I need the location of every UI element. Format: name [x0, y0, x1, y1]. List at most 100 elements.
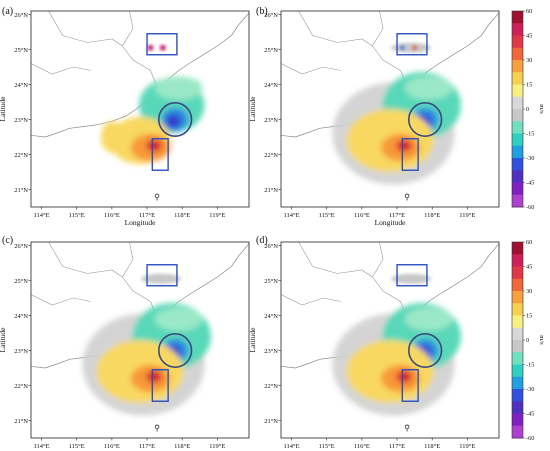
colorbar-segment — [512, 413, 523, 427]
x-tick-label: 118°E — [174, 212, 190, 219]
colorbar-tick-label: -15 — [526, 131, 534, 138]
colorbar-segment — [512, 158, 523, 171]
x-tick-label: 118°E — [174, 443, 190, 450]
x-tick-label: 115°E — [69, 443, 85, 450]
colorbar-tick-label: -60 — [526, 204, 534, 211]
colorbar: 60 45 30 15 0 -15 -30 -45 -60 m/s — [511, 8, 545, 211]
province-border — [281, 63, 341, 75]
y-tick-label: 21°N — [14, 418, 28, 425]
radar-marker: ⚲ — [404, 423, 410, 432]
province-border — [298, 11, 373, 47]
panel-plot-area: ⚲ — [31, 242, 249, 438]
panel-b: ⚲ 114°E 115°E 116°E 117°E 118°E 119°E 26°N 25°N 2… — [248, 6, 500, 227]
province-border — [281, 294, 341, 306]
echo-cell — [412, 45, 418, 51]
colorbar-tick-label: 45 — [526, 33, 532, 40]
colorbar: 60 45 30 15 0 -15 -30 -45 -60 m/s — [511, 239, 545, 442]
colorbar-unit: m/s — [538, 335, 545, 345]
colorbar-tick-label: 0 — [526, 106, 529, 113]
colorbar-segment — [512, 84, 523, 98]
outbound-velocity — [100, 121, 123, 153]
province-border — [372, 242, 408, 320]
north-box — [396, 264, 428, 287]
colorbar-tick-label: 0 — [526, 337, 529, 344]
panel-plot-area: ⚲ — [281, 11, 499, 207]
colorbar-segment — [512, 401, 523, 414]
inbound-velocity — [404, 307, 453, 331]
y-axis-label: Latitude — [0, 96, 7, 122]
colorbar-segment — [512, 376, 523, 390]
y-tick-label: 26°N — [264, 243, 278, 250]
x-tick-label: 116°E — [354, 212, 370, 219]
y-tick-label: 24°N — [264, 313, 278, 320]
northern-echo — [141, 273, 182, 284]
colorbar-segment — [512, 96, 523, 110]
x-tick-label: 115°E — [319, 443, 335, 450]
south-box — [151, 369, 169, 402]
echo-cell — [391, 273, 432, 284]
x-axis-label: Longitude — [375, 449, 406, 451]
panel-label: (b) — [256, 6, 268, 17]
panel-plot-area: ⚲ — [281, 242, 499, 438]
colorbar-segment — [512, 145, 523, 159]
colorbar-tick-label: 15 — [526, 313, 532, 320]
south-box — [401, 138, 419, 171]
province-border — [122, 242, 158, 320]
colorbar-tick-label: 60 — [526, 239, 532, 246]
y-tick-label: 22°N — [14, 152, 28, 159]
colorbar-tick-label: 60 — [526, 8, 532, 15]
x-axis-label: Longitude — [125, 218, 156, 227]
province-border — [372, 11, 408, 89]
x-tick-label: 117°E — [139, 443, 155, 450]
echo-cell — [391, 42, 432, 53]
y-axis-label: Latitude — [0, 327, 7, 353]
y-tick-label: 25°N — [14, 278, 28, 285]
colorbar-segment — [512, 315, 523, 329]
plot-frame — [280, 10, 500, 208]
echo-cell — [141, 273, 182, 284]
x-tick-label: 114°E — [284, 212, 300, 219]
y-tick-label: 25°N — [264, 47, 278, 54]
x-tick-label: 119°E — [459, 443, 475, 450]
colorbar-segment — [512, 72, 523, 85]
x-tick-label: 114°E — [34, 212, 50, 219]
radar-marker: ⚲ — [404, 192, 410, 201]
radar-marker: ⚲ — [154, 423, 160, 432]
province-border — [48, 242, 123, 278]
plot-frame — [280, 241, 500, 439]
outbound-core — [146, 139, 162, 152]
colorbar-segment — [512, 121, 523, 134]
plot-frame — [30, 241, 250, 439]
colorbar-tick-label: 30 — [526, 288, 532, 295]
y-tick-label: 26°N — [264, 12, 278, 19]
x-tick-label: 114°E — [284, 443, 300, 450]
colorbar-segment — [512, 133, 523, 147]
x-tick-label: 118°E — [424, 443, 440, 450]
velocity-field — [332, 303, 461, 416]
x-tick-label: 117°E — [139, 212, 155, 219]
north-box — [146, 33, 178, 56]
y-tick-label: 21°N — [14, 187, 28, 194]
colorbar-segment — [512, 389, 523, 402]
y-tick-label: 25°N — [264, 278, 278, 285]
x-tick-label: 115°E — [69, 212, 85, 219]
y-tick-label: 24°N — [264, 82, 278, 89]
colorbar-segment — [512, 60, 523, 73]
outbound-core — [396, 370, 412, 383]
south-box — [151, 138, 169, 171]
colorbar-segment — [512, 254, 523, 267]
colorbar-segment — [512, 11, 523, 24]
y-tick-label: 22°N — [264, 152, 278, 159]
echo-cell — [399, 45, 405, 51]
vortex-circle — [408, 333, 443, 368]
colorbar-segment — [512, 291, 523, 304]
panel-c: ⚲ 114°E 115°E 116°E 117°E 118°E 119°E 26°N 25°N 2… — [0, 235, 250, 451]
x-tick-label: 117°E — [389, 443, 405, 450]
inbound-core — [165, 114, 182, 129]
panel-label: (c) — [2, 235, 13, 246]
province-border — [31, 294, 91, 306]
colorbar-tick-label: 45 — [526, 264, 532, 271]
colorbar-segment — [512, 47, 523, 61]
radar-marker: ⚲ — [154, 192, 160, 201]
y-tick-label: 25°N — [14, 47, 28, 54]
